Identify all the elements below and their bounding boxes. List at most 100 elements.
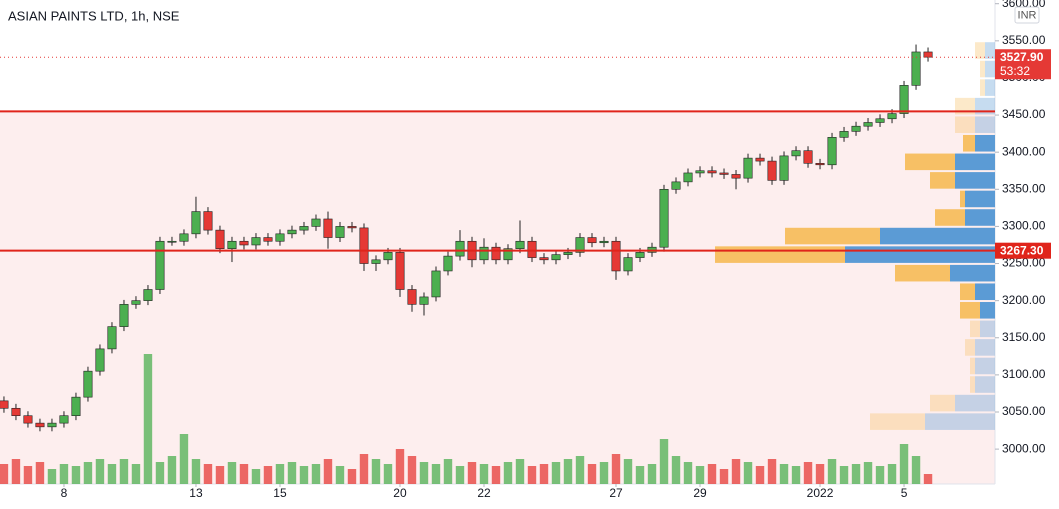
candle-body <box>167 240 177 243</box>
y-tick-label: 3100.00 <box>1002 367 1046 381</box>
volume-bar <box>443 459 453 484</box>
candle-body <box>779 155 789 181</box>
candle-body <box>0 400 9 409</box>
candle-body <box>275 233 285 242</box>
volume-bar <box>335 466 345 484</box>
volume-bar <box>35 462 45 484</box>
candle-body <box>515 240 525 249</box>
candle-body <box>347 226 357 229</box>
volume-bar <box>839 466 849 484</box>
volume-bar <box>383 464 393 484</box>
volume-bar <box>407 456 417 484</box>
volume-bar <box>323 459 333 484</box>
profile-up <box>975 134 995 152</box>
volume-bar <box>863 462 873 484</box>
volume-bar <box>587 464 597 484</box>
currency: INR <box>1018 9 1037 21</box>
profile-up <box>985 79 995 96</box>
candle-body <box>143 289 153 301</box>
candle-body <box>695 170 705 174</box>
y-tick-label: 3350.00 <box>1002 181 1046 195</box>
volume-bar <box>647 464 657 484</box>
currency-box <box>1014 6 1040 24</box>
profile-up <box>925 413 995 430</box>
candle-body <box>119 304 129 327</box>
countdown: 53:32 <box>1000 64 1030 78</box>
volume-bar <box>59 464 69 484</box>
candle-body <box>83 370 93 398</box>
volume-bar <box>575 456 585 484</box>
candle-body <box>923 51 933 58</box>
candle-body <box>443 255 453 272</box>
candle-body <box>299 226 309 231</box>
profile-down <box>955 116 975 133</box>
volume-bar <box>731 459 741 484</box>
x-tick-label: 22 <box>477 486 491 500</box>
volume-bar <box>803 462 813 484</box>
candle-body <box>743 157 753 179</box>
profile-down <box>975 42 985 59</box>
volume-bar <box>107 464 117 484</box>
volume-bar <box>611 454 621 484</box>
candle-body <box>239 240 249 246</box>
profile-up <box>985 60 995 78</box>
zone-shade <box>0 111 995 484</box>
candle-body <box>551 254 561 261</box>
profile-down <box>870 413 925 430</box>
profile-down <box>960 190 965 208</box>
candle-body <box>407 289 417 305</box>
volume-bar <box>203 464 213 484</box>
profile-up <box>965 209 995 226</box>
candle-body <box>719 172 729 175</box>
profile-up <box>955 394 995 412</box>
profile-down <box>960 302 980 319</box>
volume-bar <box>563 459 573 484</box>
x-tick-label: 2022 <box>807 486 834 500</box>
volume-bar <box>131 464 141 484</box>
candle-body <box>131 300 141 305</box>
volume-bar <box>95 459 105 484</box>
volume-bar <box>83 462 93 484</box>
volume-bar <box>515 459 525 484</box>
volume-bar <box>395 449 405 484</box>
profile-down <box>965 339 975 356</box>
candle-body <box>887 113 897 120</box>
candle-body <box>71 396 81 417</box>
volume-bar <box>47 469 57 484</box>
candle-body <box>899 85 909 114</box>
candle-body <box>455 240 465 257</box>
profile-down <box>935 209 965 226</box>
y-tick-label: 3000.00 <box>1002 441 1046 455</box>
profile-up <box>975 283 995 301</box>
y-tick-label: 3300.00 <box>1002 219 1046 233</box>
volume-bar <box>683 462 693 484</box>
chart-title: ASIAN PAINTS LTD, 1h, NSE <box>8 8 180 23</box>
profile-down <box>715 246 845 263</box>
profile-down <box>960 283 975 301</box>
volume-bar <box>743 462 753 484</box>
volume-bar <box>299 466 309 484</box>
profile-up <box>955 172 995 189</box>
candle-body <box>419 296 429 305</box>
candle-body <box>839 131 849 138</box>
volume-bar <box>227 462 237 484</box>
candle-body <box>491 246 501 261</box>
axes: 3000.00 3050.00 3100.00 3150.00 3200.00 3250.… <box>0 0 1051 500</box>
candle-body <box>251 237 261 246</box>
candle-body <box>95 348 105 372</box>
volume-bar <box>419 462 429 484</box>
profile-down <box>980 60 985 78</box>
candle-body <box>359 227 369 264</box>
candle-body <box>563 252 573 255</box>
candle-body <box>383 252 393 261</box>
profile-down <box>955 97 975 115</box>
volume-bar <box>263 466 273 484</box>
volume-bar <box>623 459 633 484</box>
candle-body <box>287 229 297 235</box>
y-tick-label: 3250.00 <box>1002 256 1046 270</box>
candle-body <box>911 51 921 86</box>
volume-bar <box>779 464 789 484</box>
candle-body <box>827 137 837 166</box>
y-tick-label: 3550.00 <box>1002 33 1046 47</box>
candle-body <box>815 163 825 166</box>
